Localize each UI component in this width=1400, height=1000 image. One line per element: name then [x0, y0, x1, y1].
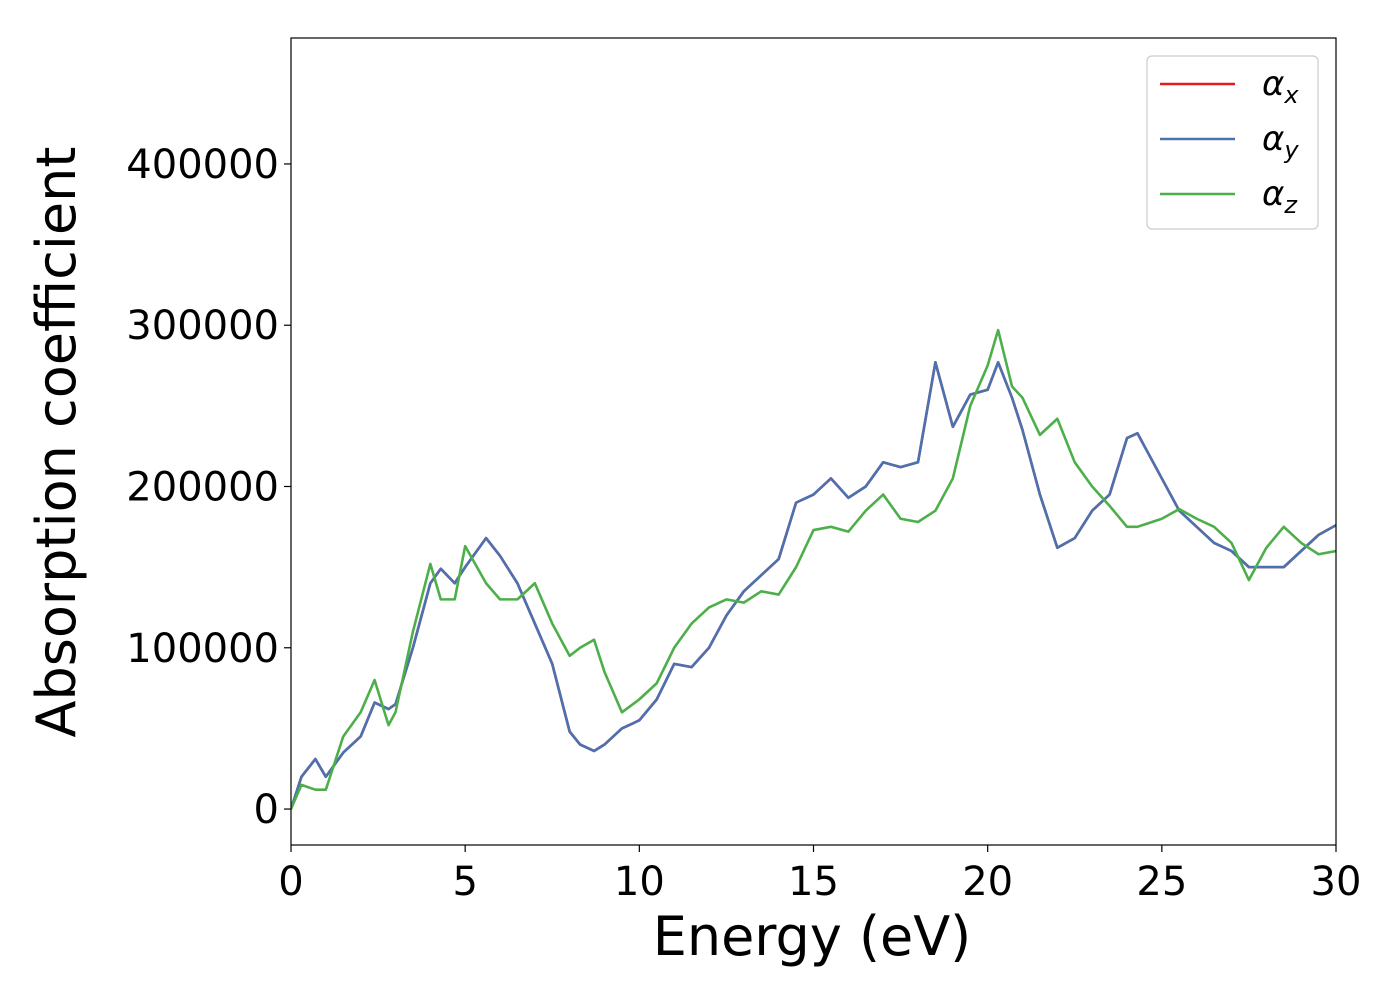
legend-label: αz: [1262, 174, 1298, 219]
x-tick-label: 5: [452, 859, 477, 905]
legend-label: αx: [1262, 64, 1299, 109]
x-tick-label: 25: [1136, 859, 1187, 905]
plot-frame: [290, 37, 1337, 846]
data-line: [291, 328, 1336, 810]
data-line: [291, 361, 1336, 810]
y-tick-label: 200000: [126, 464, 279, 510]
x-axis-label: Energy (eV): [653, 905, 972, 968]
y-tick-label: 100000: [126, 626, 279, 672]
x-tick-label: 30: [1311, 859, 1362, 905]
y-tick-label: 0: [254, 787, 279, 833]
y-tick-label: 400000: [126, 142, 279, 188]
y-tick-label: 300000: [126, 303, 279, 349]
legend-label: αy: [1262, 119, 1299, 164]
x-tick-label: 0: [278, 859, 303, 905]
legend-box: [1146, 55, 1319, 230]
x-tick-label: 15: [788, 859, 839, 905]
x-tick-label: 20: [962, 859, 1013, 905]
x-tick-label: 10: [614, 859, 665, 905]
y-axis-label: Absorption coefficient: [25, 147, 88, 738]
